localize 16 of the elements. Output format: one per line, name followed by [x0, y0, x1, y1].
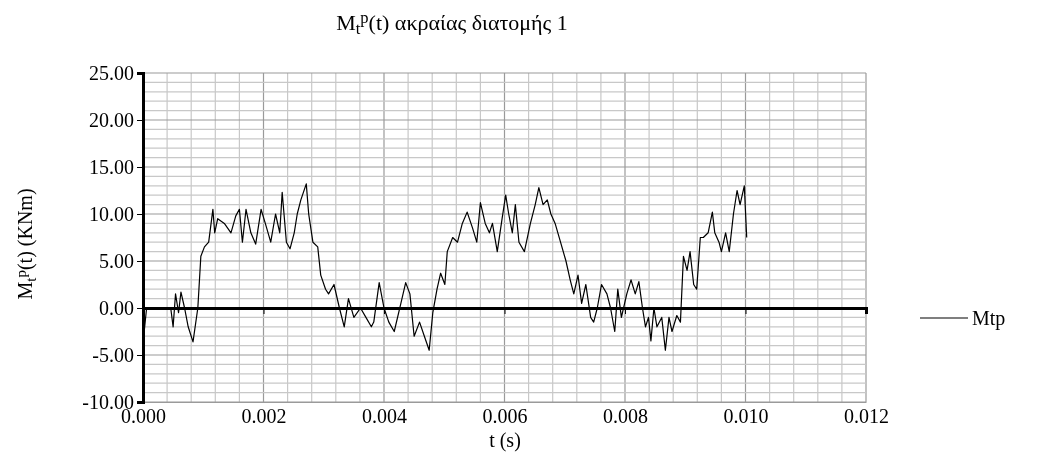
x-tick-label: 0.008 — [603, 405, 648, 427]
y-tick-label: 5.00 — [99, 249, 134, 272]
y-tick-label: 10.00 — [89, 202, 134, 225]
y-tick-label: 15.00 — [89, 155, 134, 178]
y-tick-label: 20.00 — [89, 108, 134, 131]
legend-label: Mtp — [972, 307, 1006, 330]
x-tick-label: 0.012 — [844, 405, 889, 427]
y-tick-label: 25.00 — [89, 61, 134, 84]
x-tick-label: 0.010 — [723, 405, 769, 427]
x-tick-label: 0.002 — [241, 405, 287, 427]
y-tick-label: 0.00 — [99, 296, 134, 319]
x-tick-label: 0.006 — [482, 405, 528, 427]
x-tick-label: 0.004 — [362, 405, 407, 427]
x-axis-title: t (s) — [489, 429, 521, 452]
chart-title: M$_{t}$$^{p}$(t) ακραίας διατομής 1 — [336, 8, 568, 39]
y-tick-label: -5.00 — [92, 343, 134, 366]
